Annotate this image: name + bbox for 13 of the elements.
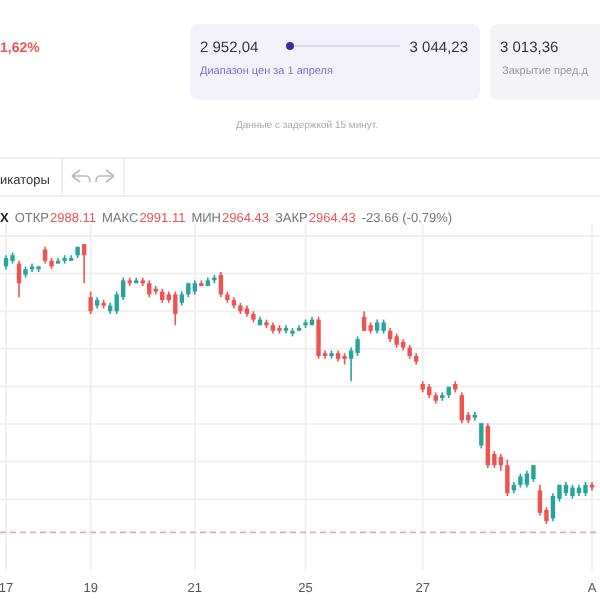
candlestick (479, 422, 484, 450)
candlestick (173, 290, 178, 326)
candlestick (81, 243, 87, 284)
candlestick (88, 290, 93, 315)
candlestick (316, 316, 321, 360)
candlestick (485, 422, 491, 469)
candlestick (440, 391, 445, 402)
candlestick (283, 324, 289, 335)
candlestick (537, 484, 543, 517)
candlestick (361, 310, 367, 332)
candlestick (459, 391, 464, 424)
candlestick (505, 458, 510, 497)
candlestick (348, 346, 354, 382)
